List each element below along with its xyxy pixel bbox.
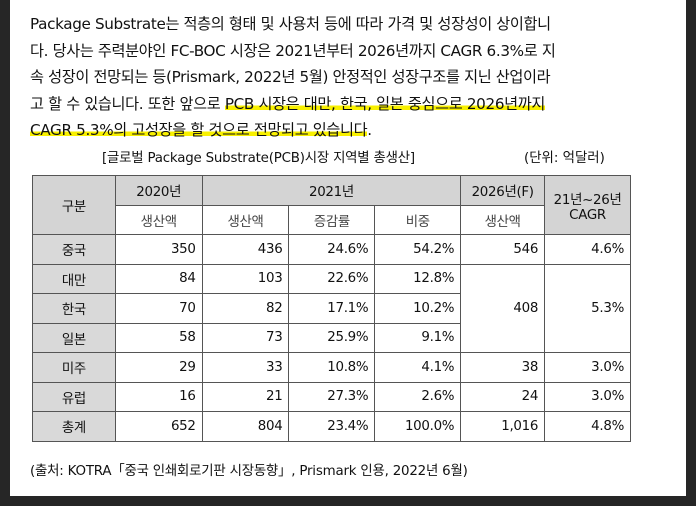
value-2021: 103 bbox=[201, 263, 290, 294]
subheader-2026-production: 생산액 bbox=[460, 204, 546, 235]
paragraph-line: Package Substrate는 적층의 형태 및 사용처 등에 따라 가격… bbox=[30, 15, 551, 33]
value-2026: 1,016 bbox=[460, 411, 546, 442]
value-2026-asia: 408 bbox=[460, 263, 546, 353]
growth-2021: 27.3% bbox=[288, 381, 376, 412]
region-cell: 미주 bbox=[32, 352, 116, 383]
table-header-row: 구분 2020년 2021년 2026년(F) 21년~26년 CAGR bbox=[32, 175, 631, 235]
table-subheader-row: 생산액 생산액 증감률 비중 생산액 bbox=[33, 204, 631, 235]
cagr-value-asia: 5.3% bbox=[544, 263, 631, 353]
value-2026: 24 bbox=[460, 381, 546, 412]
paragraph-line: 속 성장이 전망되는 등(Prismark, 2022년 5월) 안정적인 성장… bbox=[30, 68, 551, 86]
growth-2021: 22.6% bbox=[288, 263, 376, 294]
cagr-value: 4.6% bbox=[544, 234, 631, 265]
subheader-2020-production: 생산액 bbox=[114, 204, 203, 235]
region-cell: 총계 bbox=[32, 411, 116, 442]
paragraph-line: CAGR 5.3%의 고성장을 할 것으로 전망되고 있습니다. bbox=[30, 117, 640, 144]
market-table: 구분 2020년 2021년 2026년(F) 21년~26년 CAGR 생산액… bbox=[32, 175, 631, 442]
cagr-value: 3.0% bbox=[544, 352, 631, 383]
header-cagr-period: 21년~26년 bbox=[553, 192, 622, 208]
region-cell: 중국 bbox=[32, 234, 116, 265]
table-row-total: 총계 652 804 23.4% 100.0% 1,016 4.8% bbox=[32, 411, 631, 442]
region-cell: 대만 bbox=[32, 263, 116, 294]
header-2021: 2021년 bbox=[201, 175, 462, 206]
paragraph-text: 고 할 수 있습니다. 또한 앞으로 bbox=[30, 94, 225, 113]
document-page: Package Substrate는 적층의 형태 및 사용처 등에 따라 가격… bbox=[10, 0, 686, 496]
subheader-2021-production: 생산액 bbox=[201, 204, 290, 235]
region-cell: 일본 bbox=[32, 322, 116, 353]
value-2021: 33 bbox=[201, 352, 290, 383]
value-2020: 350 bbox=[114, 234, 203, 265]
value-2020: 58 bbox=[114, 322, 203, 353]
subheader-2021-growth: 증감률 bbox=[288, 204, 376, 235]
value-2026: 546 bbox=[460, 234, 546, 265]
header-cagr: 21년~26년 CAGR bbox=[544, 175, 631, 235]
share-2021: 100.0% bbox=[374, 411, 462, 442]
growth-2021: 17.1% bbox=[288, 293, 376, 324]
unit-label: (단위: 억달러) bbox=[524, 151, 605, 166]
cagr-value: 4.8% bbox=[544, 411, 631, 442]
body-paragraph: Package Substrate는 적층의 형태 및 사용처 등에 따라 가격… bbox=[30, 11, 640, 144]
header-2020: 2020년 bbox=[114, 175, 203, 206]
value-2021: 436 bbox=[201, 234, 290, 265]
value-2020: 652 bbox=[114, 411, 203, 442]
source-note: (출처: KOTRA「중국 인쇄회로기판 시장동향」, Prismark 인용,… bbox=[30, 464, 468, 479]
table-row-japan: 일본 58 73 25.9% 9.1% bbox=[32, 322, 631, 353]
value-2020: 70 bbox=[114, 293, 203, 324]
value-2020: 16 bbox=[114, 381, 203, 412]
growth-2021: 23.4% bbox=[288, 411, 376, 442]
cagr-value: 3.0% bbox=[544, 381, 631, 412]
paragraph-line: 다. 당사는 주력분야인 FC-BOC 시장은 2021년부터 2026년까지 … bbox=[30, 41, 556, 60]
table-row-europe: 유럽 16 21 27.3% 2.6% 24 3.0% bbox=[32, 381, 631, 412]
table-caption: [글로벌 Package Substrate(PCB)시장 지역별 총생산] bbox=[102, 151, 415, 166]
header-region: 구분 bbox=[32, 175, 116, 235]
table-row-korea: 한국 70 82 17.1% 10.2% bbox=[32, 293, 631, 324]
value-2021: 21 bbox=[201, 381, 290, 412]
value-2020: 84 bbox=[114, 263, 203, 294]
header-cagr-label: CAGR bbox=[569, 207, 606, 223]
value-2021: 804 bbox=[201, 411, 290, 442]
share-2021: 10.2% bbox=[374, 293, 462, 324]
value-2021: 73 bbox=[201, 322, 290, 353]
share-2021: 2.6% bbox=[374, 381, 462, 412]
share-2021: 4.1% bbox=[374, 352, 462, 383]
subheader-2021-share: 비중 bbox=[374, 204, 462, 235]
table-row-china: 중국 350 436 24.6% 54.2% 546 4.6% bbox=[32, 234, 631, 265]
share-2021: 54.2% bbox=[374, 234, 462, 265]
header-2026: 2026년(F) bbox=[460, 175, 546, 206]
value-2026: 38 bbox=[460, 352, 546, 383]
paragraph-line: 고 할 수 있습니다. 또한 앞으로 PCB 시장은 대만, 한국, 일본 중심… bbox=[30, 91, 640, 118]
share-2021: 9.1% bbox=[374, 322, 462, 353]
growth-2021: 10.8% bbox=[288, 352, 376, 383]
value-2021: 82 bbox=[201, 293, 290, 324]
growth-2021: 24.6% bbox=[288, 234, 376, 265]
table-row-americas: 미주 29 33 10.8% 4.1% 38 3.0% bbox=[32, 352, 631, 383]
region-cell: 한국 bbox=[32, 293, 116, 324]
region-cell: 유럽 bbox=[32, 381, 116, 412]
paragraph-text: . bbox=[367, 121, 372, 139]
highlighted-text: PCB 시장은 대만, 한국, 일본 중심으로 2026년까지 bbox=[224, 94, 545, 113]
value-2020: 29 bbox=[114, 352, 203, 383]
highlighted-text: CAGR 5.3%의 고성장을 할 것으로 전망되고 있습니다 bbox=[30, 121, 368, 139]
share-2021: 12.8% bbox=[374, 263, 462, 294]
table-row-taiwan: 대만 84 103 22.6% 12.8% 408 5.3% bbox=[32, 263, 631, 353]
growth-2021: 25.9% bbox=[288, 322, 376, 353]
